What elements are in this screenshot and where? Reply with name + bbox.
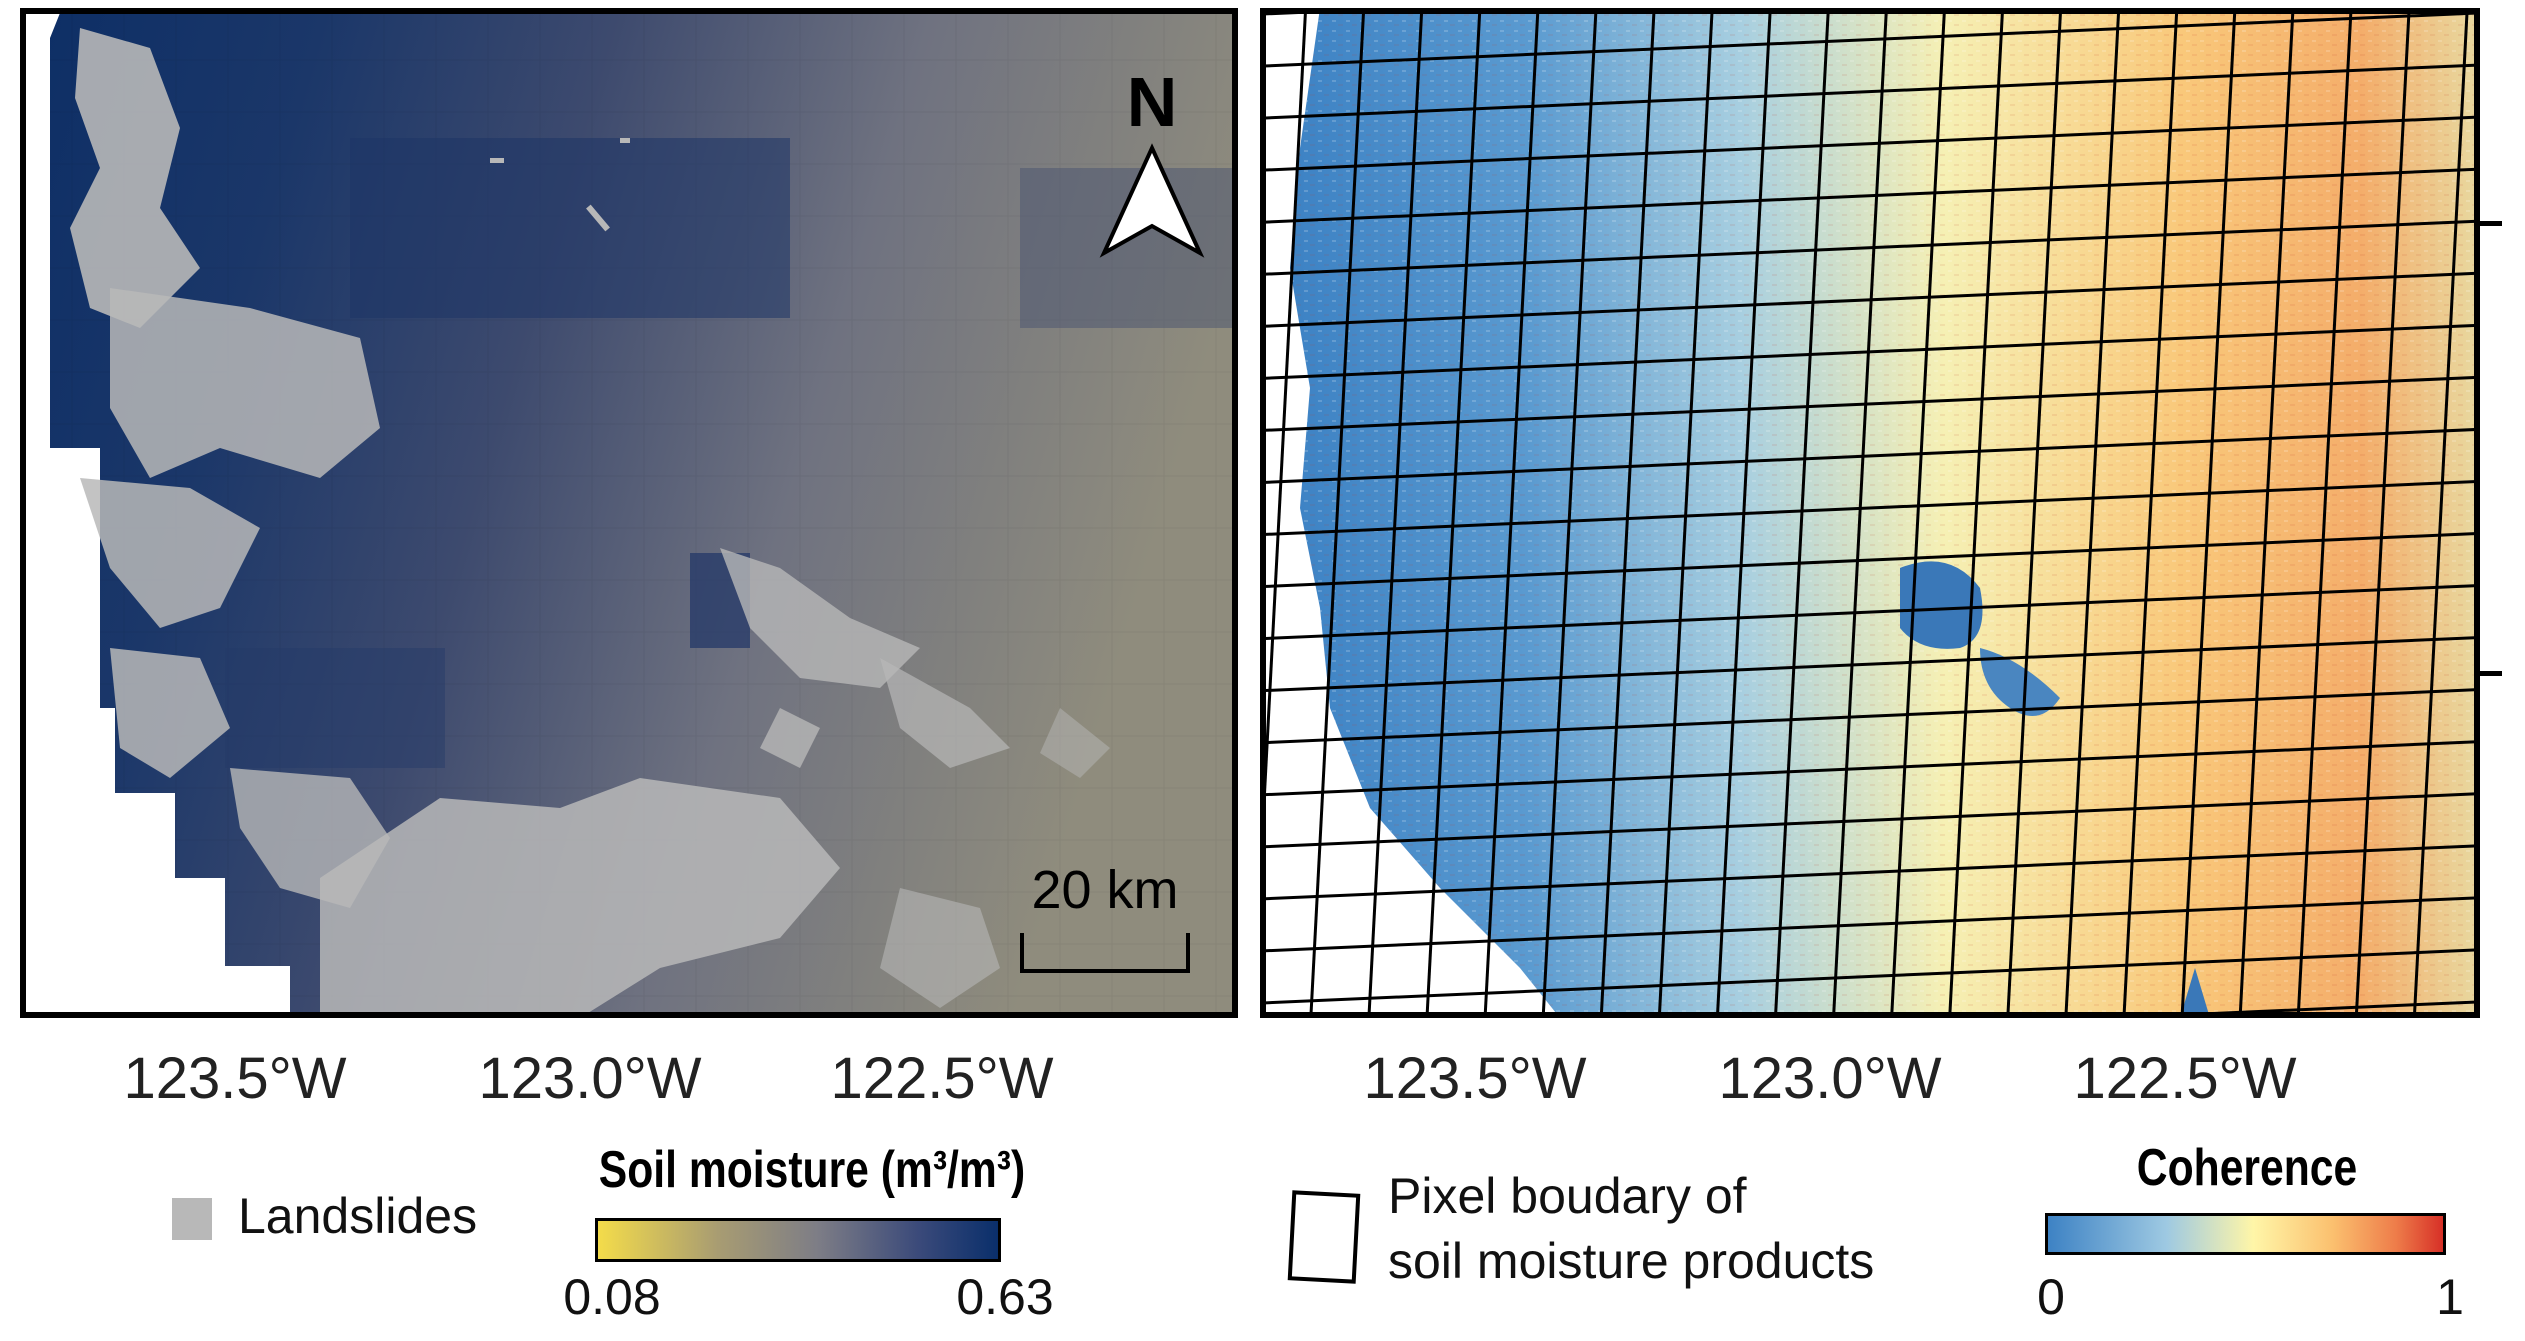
coherence-colorbar-max: 1 (2436, 1269, 2464, 1325)
landslides-swatch (172, 1198, 212, 1240)
coherence-map (1260, 8, 2480, 1018)
coherence-map-panel (1260, 8, 2480, 1018)
soil-moisture-map: N 20 km (20, 8, 1238, 1018)
north-arrow: N (1099, 63, 1205, 258)
soil-moisture-colorbar-min: 0.08 (563, 1269, 661, 1325)
landslides-layer (70, 28, 1110, 1018)
right-x-tick-3: 122.5°W (2073, 1046, 2297, 1111)
north-label: N (1127, 63, 1178, 141)
left-x-tick-2: 123.0°W (478, 1046, 702, 1111)
right-y-tick-2 (2480, 671, 2502, 676)
soil-moisture-colorbar (595, 1218, 1001, 1262)
lake-area (1900, 561, 1983, 649)
pixel-boundary-legend-label-2: soil moisture products (1388, 1233, 1875, 1289)
scale-bar: 20 km (1020, 860, 1190, 973)
pixel-boundary-legend-label-1: Pixel boudary of (1388, 1168, 1747, 1224)
soil-moisture-colorbar-max: 0.63 (956, 1269, 1054, 1325)
left-x-tick-3: 122.5°W (830, 1046, 1054, 1111)
soil-moisture-colorbar-title: Soil moisture (m³/m³) (598, 1141, 1026, 1199)
coherence-colorbar-title: Coherence (2136, 1139, 2358, 1197)
map-frame (20, 8, 1238, 1018)
coherence-colorbar-min: 0 (2037, 1269, 2065, 1325)
scale-bar-label: 20 km (1031, 860, 1178, 920)
pixel-boundary-swatch (1287, 1190, 1361, 1284)
map-frame (1260, 8, 2480, 1018)
landslides-legend-label: Landslides (238, 1188, 478, 1244)
right-y-tick-1 (2480, 221, 2502, 226)
pixel-boundary-grid (1260, 8, 2480, 1018)
right-x-tick-1: 123.5°W (1363, 1046, 1587, 1111)
right-x-tick-2: 123.0°W (1718, 1046, 1942, 1111)
soil-moisture-map-panel: N 20 km (20, 8, 1238, 1018)
left-x-tick-1: 123.5°W (123, 1046, 347, 1111)
coherence-colorbar (2045, 1213, 2446, 1255)
